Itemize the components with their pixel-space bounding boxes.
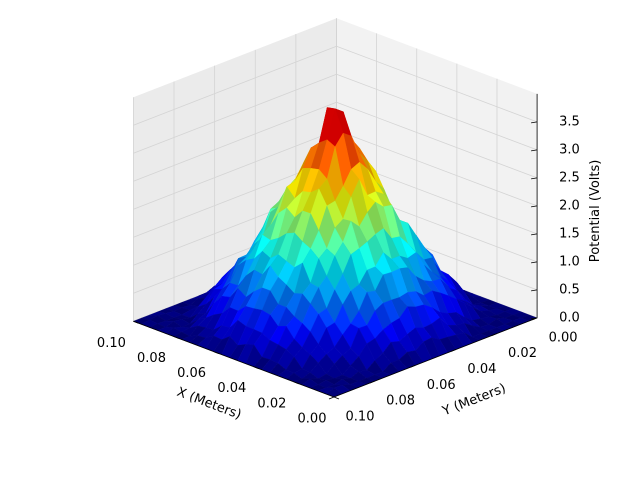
x-tick-mark [133, 320, 139, 324]
z-tick-mark [531, 121, 538, 124]
gridline-z-left-wall [133, 73, 337, 154]
z-tick-label: 0.0 [559, 310, 580, 325]
z-tick-label: 2.5 [559, 170, 580, 185]
x-tick-label: 0.08 [137, 351, 166, 366]
z-tick-mark [531, 233, 538, 236]
z-tick-mark [531, 149, 538, 152]
z-tick-mark [531, 317, 538, 320]
z-tick-mark [531, 289, 538, 292]
z-tick-label: 2.0 [559, 198, 580, 213]
z-tick-label: 1.0 [559, 254, 580, 269]
x-tick-label: 0.04 [217, 381, 246, 396]
gridline-z-right-wall [336, 101, 538, 179]
z-tick-mark [531, 205, 538, 208]
x-tick-mark [333, 396, 340, 400]
y-tick-mark [450, 349, 457, 352]
y-tick-label: 0.04 [467, 362, 496, 377]
x-tick-label: 0.02 [257, 396, 286, 411]
potential-surface [132, 106, 538, 398]
z-tick-label: 3.5 [559, 114, 580, 129]
y-axis-line [333, 317, 538, 398]
x-tick-mark [253, 366, 259, 370]
y-tick-label: 0.02 [508, 346, 537, 361]
axis-lines [133, 93, 538, 400]
x-tick-label: 0.06 [177, 366, 206, 381]
y-tick-mark [410, 364, 416, 368]
gridline-z-right-wall [336, 129, 538, 207]
z-axis-label: Potential (Volts) [588, 160, 603, 263]
x-tick-mark [213, 351, 219, 354]
x-axis-line [133, 320, 335, 398]
y-tick-label: 0.08 [386, 394, 415, 409]
y-tick-mark [328, 396, 335, 400]
y-tick-label: 0.10 [346, 410, 375, 425]
gridline-z-right-wall [336, 73, 538, 151]
x-tick-mark [173, 336, 179, 339]
y-tick-label: 0.00 [549, 330, 578, 345]
y-tick-mark [369, 380, 375, 384]
z-tick-label: 3.0 [559, 142, 580, 157]
x-tick-mark [293, 381, 300, 385]
z-tick-mark [531, 177, 538, 180]
gridline-z-right-wall [336, 45, 538, 123]
y-tick-mark [491, 333, 497, 337]
gridline-z-left-wall [133, 101, 337, 182]
y-tick-label: 0.06 [427, 378, 456, 393]
z-tick-mark [531, 261, 538, 264]
z-tick-label: 0.5 [559, 282, 580, 297]
x-tick-label: 0.00 [298, 412, 327, 427]
tick-labels: 0.00 0.02 0.04 0.06 0.08 0.10 0.00 0.02 0.04 0.06… [97, 114, 580, 426]
gridline-z-left-wall [133, 129, 337, 210]
z-tick-label: 1.5 [559, 226, 580, 241]
x-tick-label: 0.10 [97, 336, 126, 351]
gridline-z-left-wall [133, 45, 337, 126]
